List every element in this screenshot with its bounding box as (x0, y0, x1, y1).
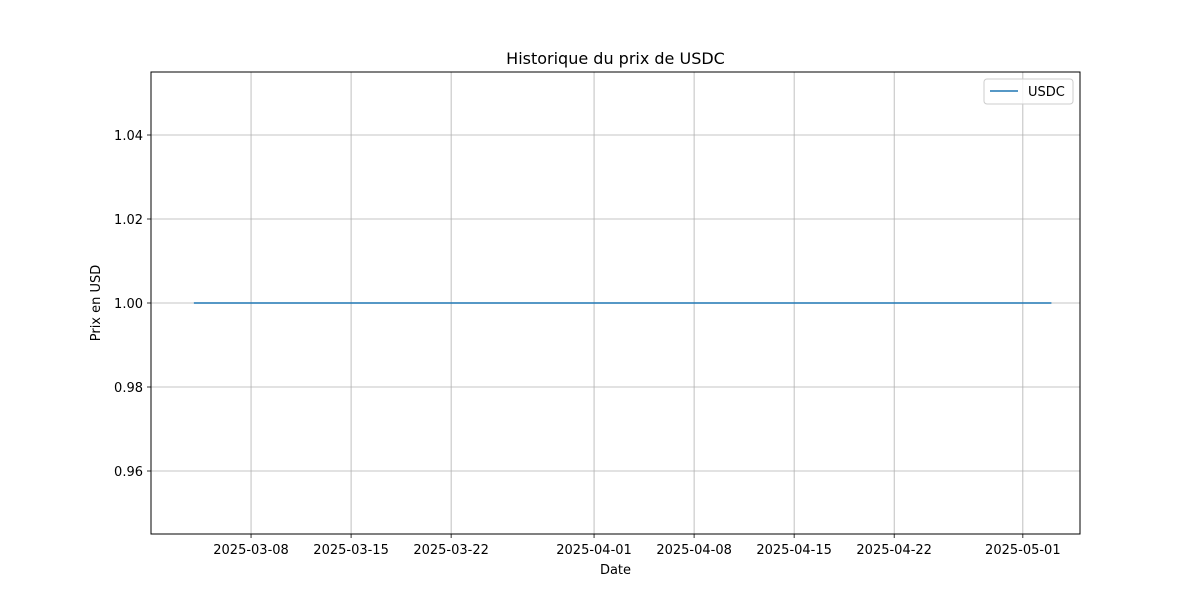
y-tick-label: 1.02 (114, 213, 143, 228)
x-tick-label: 2025-04-01 (556, 543, 632, 558)
y-tick-label: 1.04 (114, 129, 143, 144)
y-axis-label: Prix en USD (89, 265, 104, 342)
legend: USDC (983, 78, 1074, 105)
y-tick-label: 0.98 (114, 381, 143, 396)
x-tick-label: 2025-03-08 (213, 543, 289, 558)
chart-title: Historique du prix de USDC (506, 49, 725, 68)
legend-label: USDC (1028, 85, 1065, 100)
x-axis-label: Date (600, 563, 631, 578)
x-tick-label: 2025-05-01 (985, 543, 1061, 558)
y-tick-label: 1.00 (114, 297, 143, 312)
x-tick-label: 2025-03-22 (413, 543, 489, 558)
legend-box (983, 78, 1074, 105)
x-tick-label: 2025-03-15 (313, 543, 389, 558)
x-tick-label: 2025-04-08 (656, 543, 732, 558)
ticks: 2025-03-08 2025-03-15 2025-03-22 2025-04-01… (114, 129, 1061, 558)
y-tick-label: 0.96 (114, 465, 143, 480)
x-tick-label: 2025-04-22 (856, 543, 932, 558)
x-tick-label: 2025-04-15 (756, 543, 832, 558)
